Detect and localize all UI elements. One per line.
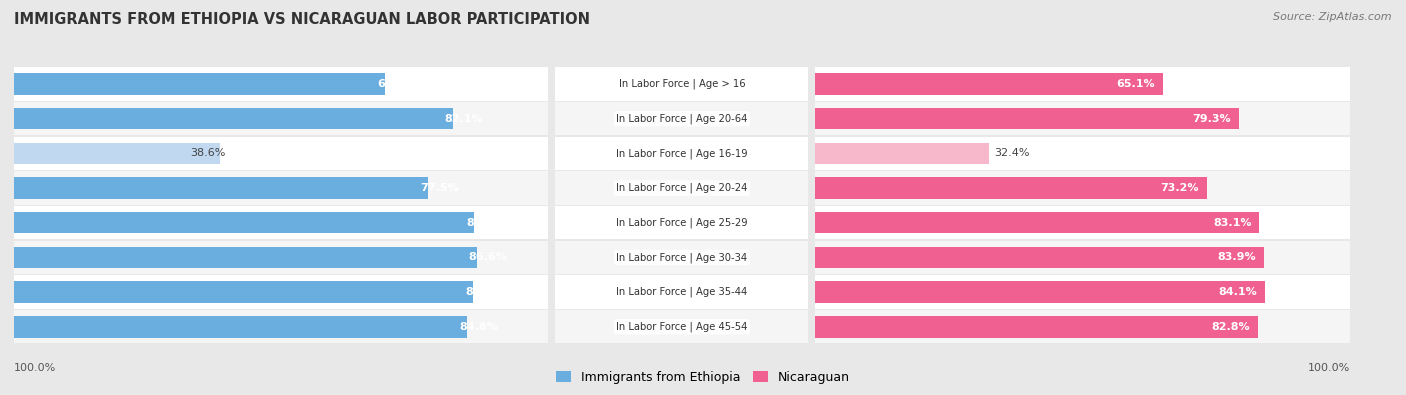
Bar	[815, 281, 1265, 303]
Bar	[815, 212, 1260, 233]
Bar	[815, 143, 988, 164]
Bar	[815, 241, 1350, 274]
Bar	[555, 102, 808, 135]
Bar	[14, 143, 221, 164]
Text: 100.0%: 100.0%	[1308, 363, 1350, 373]
Text: In Labor Force | Age 25-29: In Labor Force | Age 25-29	[616, 218, 748, 228]
Bar	[815, 246, 1264, 268]
Bar	[14, 108, 453, 130]
Bar	[14, 212, 474, 233]
Text: 86.1%: 86.1%	[465, 218, 505, 228]
Bar	[14, 206, 548, 239]
Bar	[815, 275, 1350, 309]
Text: 82.1%: 82.1%	[444, 114, 484, 124]
Bar	[14, 241, 548, 274]
Bar	[14, 246, 477, 268]
Bar	[555, 241, 808, 274]
Bar	[14, 316, 467, 338]
Bar	[555, 275, 808, 309]
Bar	[14, 137, 548, 170]
Text: 83.9%: 83.9%	[1218, 252, 1256, 262]
Text: In Labor Force | Age 30-34: In Labor Force | Age 30-34	[616, 252, 748, 263]
Bar	[14, 73, 385, 95]
Text: 84.8%: 84.8%	[460, 322, 498, 332]
Text: In Labor Force | Age > 16: In Labor Force | Age > 16	[619, 79, 745, 89]
Bar	[815, 108, 1239, 130]
Text: 84.1%: 84.1%	[1218, 287, 1257, 297]
Bar	[815, 73, 1163, 95]
Text: 85.9%: 85.9%	[465, 287, 503, 297]
Bar	[555, 171, 808, 205]
Text: 82.8%: 82.8%	[1211, 322, 1250, 332]
Text: 100.0%: 100.0%	[14, 363, 56, 373]
Bar	[14, 102, 548, 135]
Bar	[555, 206, 808, 239]
Text: In Labor Force | Age 35-44: In Labor Force | Age 35-44	[616, 287, 748, 297]
Legend: Immigrants from Ethiopia, Nicaraguan: Immigrants from Ethiopia, Nicaraguan	[551, 366, 855, 389]
Bar	[14, 310, 548, 343]
Bar	[815, 171, 1350, 205]
Text: 38.6%: 38.6%	[190, 149, 225, 158]
Bar	[815, 316, 1258, 338]
Text: 83.1%: 83.1%	[1213, 218, 1251, 228]
Bar	[555, 68, 808, 101]
Text: 65.1%: 65.1%	[1116, 79, 1156, 89]
Text: 73.2%: 73.2%	[1160, 183, 1198, 193]
Bar	[815, 177, 1206, 199]
Text: 86.6%: 86.6%	[468, 252, 508, 262]
Text: 32.4%: 32.4%	[994, 149, 1029, 158]
Bar	[14, 68, 548, 101]
Bar	[815, 137, 1350, 170]
Text: In Labor Force | Age 20-64: In Labor Force | Age 20-64	[616, 113, 748, 124]
Text: In Labor Force | Age 20-24: In Labor Force | Age 20-24	[616, 183, 748, 193]
Text: IMMIGRANTS FROM ETHIOPIA VS NICARAGUAN LABOR PARTICIPATION: IMMIGRANTS FROM ETHIOPIA VS NICARAGUAN L…	[14, 12, 591, 27]
Text: Source: ZipAtlas.com: Source: ZipAtlas.com	[1274, 12, 1392, 22]
Bar	[555, 137, 808, 170]
Text: In Labor Force | Age 45-54: In Labor Force | Age 45-54	[616, 322, 748, 332]
Bar	[555, 310, 808, 343]
Text: 79.3%: 79.3%	[1192, 114, 1232, 124]
Bar	[14, 177, 429, 199]
Bar	[14, 275, 548, 309]
Text: 77.5%: 77.5%	[420, 183, 458, 193]
Bar	[815, 102, 1350, 135]
Bar	[815, 68, 1350, 101]
Bar	[815, 206, 1350, 239]
Bar	[14, 171, 548, 205]
Text: In Labor Force | Age 16-19: In Labor Force | Age 16-19	[616, 148, 748, 159]
Bar	[815, 310, 1350, 343]
Text: 69.4%: 69.4%	[377, 79, 416, 89]
Bar	[14, 281, 472, 303]
